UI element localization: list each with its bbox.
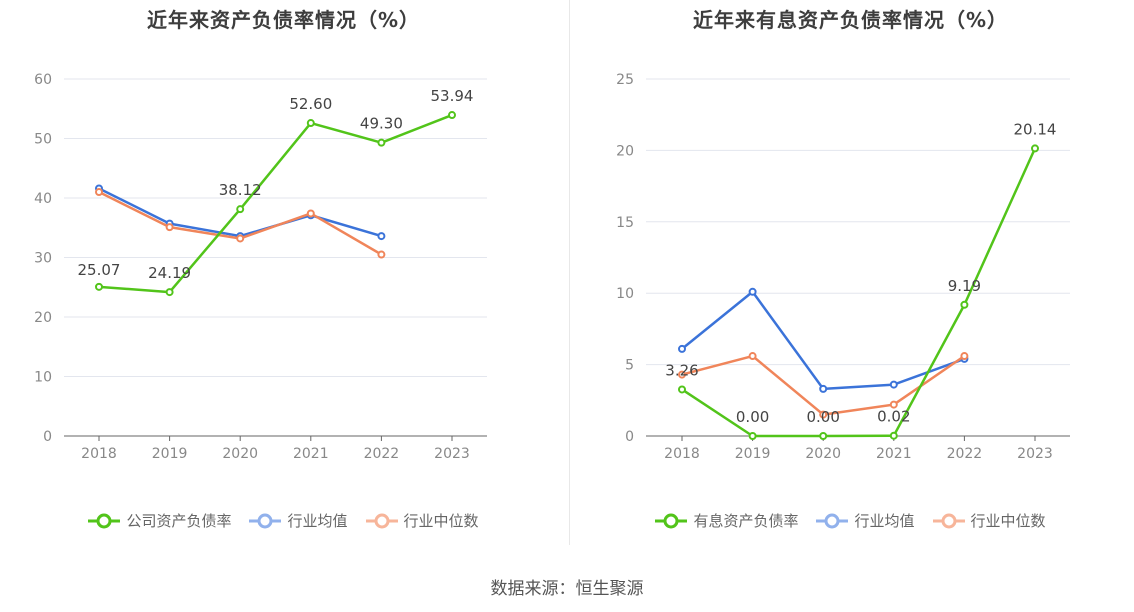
data-point[interactable] xyxy=(889,431,898,440)
legend-marker-blue-icon xyxy=(816,513,849,528)
y-tick-label: 10 xyxy=(616,286,634,302)
chart-title: 近年来有息资产负债率情况（%） xyxy=(692,8,1009,32)
left-chart-panel: 近年来资产负债率情况（%） 0 10 20 30 40 50 60 2018 2019 2020 2… xyxy=(0,0,567,560)
y-tick-label: 5 xyxy=(625,358,634,374)
data-label: 49.30 xyxy=(360,115,403,133)
data-label: 3.26 xyxy=(665,361,698,379)
y-tick-label: 40 xyxy=(34,191,52,207)
data-point[interactable] xyxy=(819,432,828,440)
x-tick-label: 2019 xyxy=(735,446,771,462)
y-tick-label: 20 xyxy=(34,310,52,326)
data-point[interactable] xyxy=(236,234,245,243)
legend-marker-green-icon xyxy=(88,513,121,528)
y-tick-label: 30 xyxy=(34,251,52,267)
data-point[interactable] xyxy=(889,380,898,389)
data-label: 9.19 xyxy=(948,277,981,295)
data-point[interactable] xyxy=(889,400,898,409)
panel-divider xyxy=(569,0,570,545)
legend-label: 行业均值 xyxy=(287,512,348,530)
data-point[interactable] xyxy=(165,288,174,297)
data-point[interactable] xyxy=(306,209,315,218)
data-label: 0.00 xyxy=(736,408,769,426)
legend-label: 行业中位数 xyxy=(403,512,479,530)
data-point[interactable] xyxy=(95,188,103,197)
series-line xyxy=(681,147,1037,438)
legend-item-interest-ratio[interactable]: 有息资产负债率 xyxy=(655,510,798,531)
legend-marker-blue-icon xyxy=(249,513,282,528)
data-point[interactable] xyxy=(377,232,386,241)
data-point[interactable] xyxy=(748,432,757,440)
right-chart-panel: 近年来有息资产负债率情况（%） 0 5 10 15 20 25 2018 2019 2020 20… xyxy=(567,0,1134,560)
data-label: 53.94 xyxy=(431,87,474,105)
x-tick-label: 2018 xyxy=(664,446,700,462)
x-tick-label: 2021 xyxy=(293,446,329,462)
series-line xyxy=(98,113,453,294)
x-tick-label: 2020 xyxy=(222,446,258,462)
legend-item-industry-mean[interactable]: 行业均值 xyxy=(816,510,915,531)
data-point[interactable] xyxy=(95,282,103,291)
data-point[interactable] xyxy=(960,300,969,309)
y-tick-label: 50 xyxy=(34,132,52,148)
x-tick-label: 2021 xyxy=(876,446,912,462)
series-line xyxy=(681,290,965,391)
y-tick-label: 60 xyxy=(34,72,52,88)
right-chart-plot: 0 5 10 15 20 25 2018 2019 2020 2021 2022 2023 3.26 0.… xyxy=(616,72,1070,462)
data-label: 52.60 xyxy=(289,95,332,113)
legend-marker-orange-icon xyxy=(365,513,398,528)
y-tick-label: 25 xyxy=(616,72,634,88)
y-tick-label: 20 xyxy=(616,143,634,159)
chart-title: 近年来资产负债率情况（%） xyxy=(146,8,421,32)
data-point[interactable] xyxy=(678,344,686,353)
legend-label: 有息资产负债率 xyxy=(693,512,799,530)
data-point[interactable] xyxy=(377,250,386,259)
data-point[interactable] xyxy=(236,205,245,214)
y-tick-label: 0 xyxy=(43,429,52,445)
data-label: 24.19 xyxy=(148,264,191,282)
data-label: 38.12 xyxy=(219,181,262,199)
data-point[interactable] xyxy=(678,370,686,379)
data-point[interactable] xyxy=(448,111,456,120)
legend-label: 行业均值 xyxy=(854,512,915,530)
y-tick-label: 15 xyxy=(616,215,634,231)
data-point[interactable] xyxy=(748,352,757,361)
legend-marker-green-icon xyxy=(655,513,688,528)
x-tick-label: 2018 xyxy=(81,446,117,462)
x-tick-label: 2019 xyxy=(152,446,188,462)
legend-marker-orange-icon xyxy=(932,513,965,528)
y-tick-label: 0 xyxy=(625,429,634,445)
legend-item-industry-median[interactable]: 行业中位数 xyxy=(932,510,1046,531)
data-point[interactable] xyxy=(1031,144,1039,153)
data-label: 20.14 xyxy=(1014,120,1057,138)
legend-item-industry-median[interactable]: 行业中位数 xyxy=(365,510,479,531)
x-tick-label: 2022 xyxy=(947,446,983,462)
data-label: 0.02 xyxy=(877,408,910,426)
data-point[interactable] xyxy=(748,287,757,296)
chart-legend: 有息资产负债率 行业均值 行业中位数 xyxy=(567,510,1134,531)
x-tick-label: 2023 xyxy=(434,446,470,462)
data-label: 25.07 xyxy=(78,261,121,279)
chart-legend: 公司资产负债率 行业均值 行业中位数 xyxy=(0,510,567,531)
data-point[interactable] xyxy=(678,385,686,394)
left-chart-plot: 0 10 20 30 40 50 60 2018 2019 2020 2021 2022 2023 25.… xyxy=(34,72,487,462)
x-tick-label: 2022 xyxy=(364,446,400,462)
data-label: 0.00 xyxy=(806,408,839,426)
legend-item-industry-mean[interactable]: 行业均值 xyxy=(249,510,348,531)
legend-item-company-ratio[interactable]: 公司资产负债率 xyxy=(88,510,231,531)
legend-label: 公司资产负债率 xyxy=(126,512,232,530)
data-point[interactable] xyxy=(377,138,386,147)
x-tick-label: 2023 xyxy=(1017,446,1053,462)
data-point[interactable] xyxy=(165,223,174,232)
x-tick-label: 2020 xyxy=(805,446,841,462)
legend-label: 行业中位数 xyxy=(970,512,1046,530)
data-source-note: 数据来源：恒生聚源 xyxy=(490,579,644,599)
data-point[interactable] xyxy=(960,352,969,361)
data-point[interactable] xyxy=(819,410,828,419)
y-tick-label: 10 xyxy=(34,370,52,386)
data-point[interactable] xyxy=(819,384,828,393)
data-point[interactable] xyxy=(306,119,315,128)
